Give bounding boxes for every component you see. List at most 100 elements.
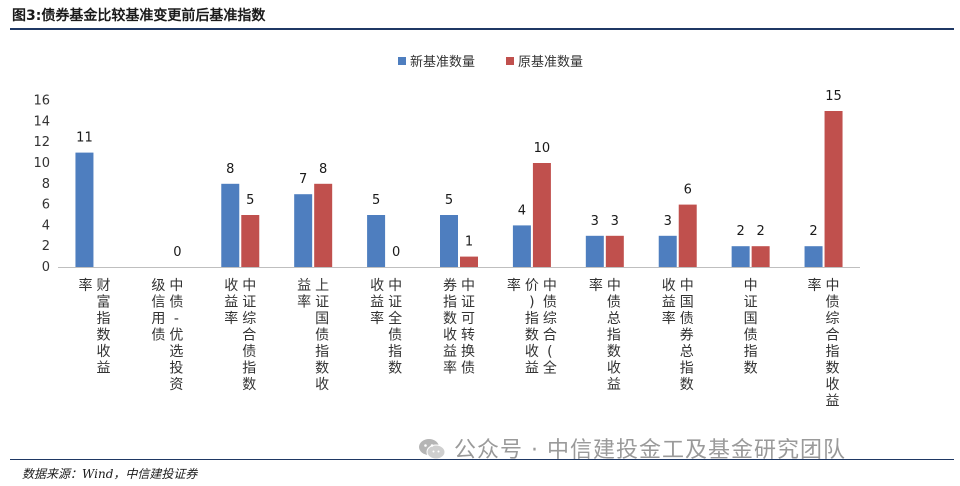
svg-text:中: 中 bbox=[680, 278, 694, 294]
y-tick-label: 12 bbox=[33, 135, 50, 150]
y-tick-label: 2 bbox=[42, 239, 50, 254]
data-source: 数据来源：Wind，中信建投证券 bbox=[22, 467, 198, 481]
svg-text:率: 率 bbox=[297, 294, 311, 311]
svg-text:中: 中 bbox=[461, 278, 475, 294]
svg-text:-: - bbox=[174, 311, 179, 327]
data-label: 7 bbox=[299, 172, 307, 187]
svg-text:益: 益 bbox=[370, 295, 384, 311]
data-label: 3 bbox=[591, 214, 599, 229]
bar-new bbox=[804, 246, 823, 267]
svg-text:债: 债 bbox=[744, 328, 758, 344]
svg-text:率: 率 bbox=[589, 277, 603, 294]
data-label: 0 bbox=[392, 245, 400, 260]
bar-old bbox=[751, 246, 770, 267]
bar-old bbox=[824, 111, 843, 267]
svg-text:债: 债 bbox=[461, 361, 475, 377]
legend-label: 新基准数量 bbox=[410, 54, 475, 70]
svg-text:用: 用 bbox=[151, 311, 165, 327]
svg-text:券: 券 bbox=[680, 328, 694, 344]
svg-text:数: 数 bbox=[680, 377, 694, 393]
svg-text:上: 上 bbox=[315, 278, 329, 294]
svg-text:总: 总 bbox=[680, 344, 694, 360]
svg-text:数: 数 bbox=[826, 361, 840, 377]
bar-old bbox=[605, 235, 624, 267]
bar-new bbox=[221, 183, 240, 267]
y-tick-label: 0 bbox=[42, 260, 50, 275]
svg-text:数: 数 bbox=[315, 361, 329, 377]
data-label: 0 bbox=[173, 245, 181, 260]
footer-rule bbox=[10, 459, 954, 460]
data-label: 8 bbox=[319, 162, 327, 177]
y-tick-label: 8 bbox=[42, 177, 50, 192]
bar-new bbox=[731, 246, 750, 267]
svg-text:中: 中 bbox=[744, 278, 758, 294]
svg-text:指: 指 bbox=[388, 344, 402, 360]
legend-swatch-old bbox=[506, 57, 514, 65]
svg-text:证: 证 bbox=[461, 295, 475, 311]
svg-text:收: 收 bbox=[525, 344, 539, 360]
bar-old bbox=[241, 215, 260, 267]
svg-text:收: 收 bbox=[826, 377, 840, 393]
y-tick-label: 4 bbox=[42, 218, 50, 233]
svg-text:益: 益 bbox=[607, 377, 621, 393]
svg-text:益: 益 bbox=[525, 361, 539, 377]
svg-text:数: 数 bbox=[388, 361, 402, 377]
svg-text:债: 债 bbox=[388, 328, 402, 344]
svg-text:率: 率 bbox=[507, 277, 521, 294]
svg-text:富: 富 bbox=[96, 294, 110, 311]
svg-text:益: 益 bbox=[826, 394, 840, 410]
svg-text:中: 中 bbox=[607, 278, 621, 294]
svg-text:信: 信 bbox=[151, 295, 165, 311]
svg-text:数: 数 bbox=[96, 328, 110, 344]
svg-text:指: 指 bbox=[242, 361, 256, 377]
bar-new bbox=[585, 235, 604, 267]
svg-text:财: 财 bbox=[96, 278, 110, 294]
svg-text:中: 中 bbox=[242, 278, 256, 294]
svg-text:指: 指 bbox=[525, 311, 539, 327]
y-tick-label: 10 bbox=[33, 156, 50, 171]
svg-text:总: 总 bbox=[607, 311, 621, 327]
svg-text:全: 全 bbox=[543, 360, 557, 377]
bar-old bbox=[314, 183, 333, 267]
y-tick-label: 14 bbox=[33, 114, 50, 129]
svg-text:指: 指 bbox=[315, 344, 329, 360]
svg-text:级: 级 bbox=[151, 278, 165, 294]
svg-text:中: 中 bbox=[169, 278, 183, 294]
svg-text:债: 债 bbox=[607, 295, 621, 311]
svg-text:指: 指 bbox=[96, 311, 110, 327]
svg-text:): ) bbox=[529, 295, 534, 311]
svg-text:国: 国 bbox=[315, 311, 329, 327]
y-tick-label: 6 bbox=[42, 198, 50, 213]
svg-text:综: 综 bbox=[242, 311, 256, 327]
data-label: 8 bbox=[226, 162, 234, 177]
svg-text:证: 证 bbox=[242, 295, 256, 311]
data-label: 11 bbox=[76, 131, 93, 146]
page-title: 图3:债券基金比较基准变更前后基准指数 bbox=[12, 8, 266, 24]
svg-text:益: 益 bbox=[443, 344, 457, 360]
svg-text:债: 债 bbox=[151, 328, 165, 344]
svg-text:证: 证 bbox=[744, 295, 758, 311]
svg-text:转: 转 bbox=[461, 328, 475, 344]
svg-text:益: 益 bbox=[96, 361, 110, 377]
svg-text:债: 债 bbox=[169, 295, 183, 311]
y-tick-label: 16 bbox=[33, 94, 50, 109]
svg-text:券: 券 bbox=[443, 278, 457, 294]
bar-new bbox=[440, 215, 458, 267]
watermark: 公众号 · 中信建投金工及基金研究团队 bbox=[418, 432, 846, 464]
data-label: 3 bbox=[611, 214, 619, 229]
svg-text:收: 收 bbox=[607, 361, 621, 377]
svg-text:数: 数 bbox=[443, 311, 457, 327]
svg-text:收: 收 bbox=[96, 344, 110, 360]
svg-text:收: 收 bbox=[224, 278, 238, 294]
svg-text:证: 证 bbox=[315, 295, 329, 311]
svg-text:选: 选 bbox=[169, 344, 183, 360]
wechat-icon bbox=[419, 439, 446, 460]
svg-text:债: 债 bbox=[315, 328, 329, 344]
